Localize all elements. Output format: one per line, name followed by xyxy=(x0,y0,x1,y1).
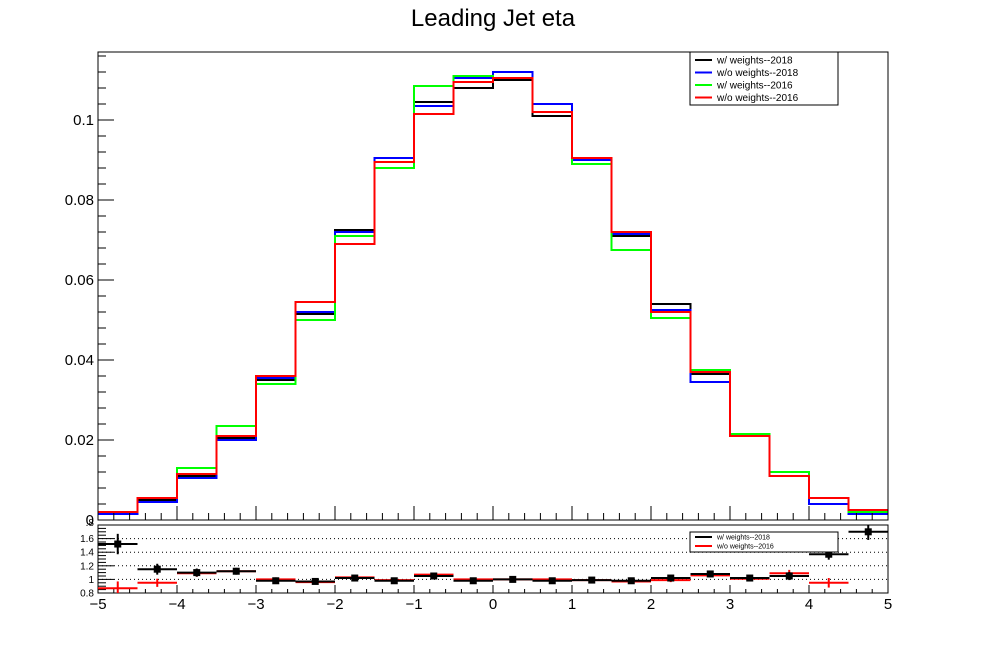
ratio-point xyxy=(430,572,438,580)
chart-title: Leading Jet eta xyxy=(411,5,576,32)
ratio-y-tick-label: 1.4 xyxy=(80,548,94,559)
ratio-y-tick-label: 1 xyxy=(88,575,94,586)
ratio-y-tick-label: 1.2 xyxy=(80,561,94,572)
ratio-point xyxy=(548,577,556,585)
ratio-point xyxy=(272,577,280,585)
ratio-point xyxy=(825,550,833,558)
x-tick-label: −2 xyxy=(326,596,343,613)
ratio-point xyxy=(706,570,714,578)
legend-label: w/ weights--2018 xyxy=(716,56,793,67)
ratio-y-top-tick-label: .8 xyxy=(86,518,95,529)
ratio-legend-box xyxy=(689,531,839,553)
ratio-point xyxy=(153,565,161,573)
x-tick-label: 1 xyxy=(568,596,576,613)
x-tick-label: 4 xyxy=(805,596,813,613)
ratio-point xyxy=(588,576,596,584)
ratio-point xyxy=(390,577,398,585)
ratio-point xyxy=(351,574,359,582)
ratio-point xyxy=(114,540,122,548)
y-tick-label: 0 xyxy=(86,512,94,529)
legend-label: w/ weights--2016 xyxy=(716,81,793,92)
x-tick-label: 3 xyxy=(726,596,734,613)
x-tick-label: 2 xyxy=(647,596,655,613)
ratio-point xyxy=(864,528,872,536)
ratio-plot-panel: 0.8 1 1.2 1.4 1.6 .8 −5 −4 −3 −2 −1 0 1 2 3 4 5 w/ weight… xyxy=(80,518,892,613)
ratio-point xyxy=(311,577,319,585)
upper-plot-panel: 00.020.040.060.080.1w/ weights--2018w/o … xyxy=(65,51,889,529)
ratio-y-tick-label: 1.6 xyxy=(80,534,94,545)
ratio-legend-label: w/ weights--2018 xyxy=(716,535,770,542)
x-tick-label: −4 xyxy=(168,596,185,613)
ratio-point xyxy=(193,569,201,577)
x-tick-label: 5 xyxy=(884,596,892,613)
ratio-point xyxy=(746,574,754,582)
ratio-point xyxy=(232,567,240,575)
ratio-point xyxy=(667,574,675,582)
ratio-legend-label: w/o weights--2016 xyxy=(716,544,774,551)
ratio-y-tick-label: 0.8 xyxy=(80,589,94,600)
ratio-point xyxy=(627,577,635,585)
x-tick-label: −5 xyxy=(89,596,106,613)
x-tick-label: 0 xyxy=(489,596,497,613)
y-tick-label: 0.08 xyxy=(65,192,94,209)
histogram-series-3 xyxy=(98,77,888,513)
y-tick-label: 0.1 xyxy=(73,112,94,129)
y-tick-label: 0.06 xyxy=(65,272,94,289)
ratio-point xyxy=(509,575,517,583)
x-tick-label: −3 xyxy=(247,596,264,613)
y-tick-label: 0.02 xyxy=(65,432,94,449)
legend-box xyxy=(689,51,839,106)
ratio-point xyxy=(785,572,793,580)
y-tick-label: 0.04 xyxy=(65,352,94,369)
legend-label: w/o weights--2018 xyxy=(716,68,799,79)
x-tick-label: −1 xyxy=(405,596,422,613)
legend-label: w/o weights--2016 xyxy=(716,93,799,104)
ratio-point xyxy=(469,577,477,585)
